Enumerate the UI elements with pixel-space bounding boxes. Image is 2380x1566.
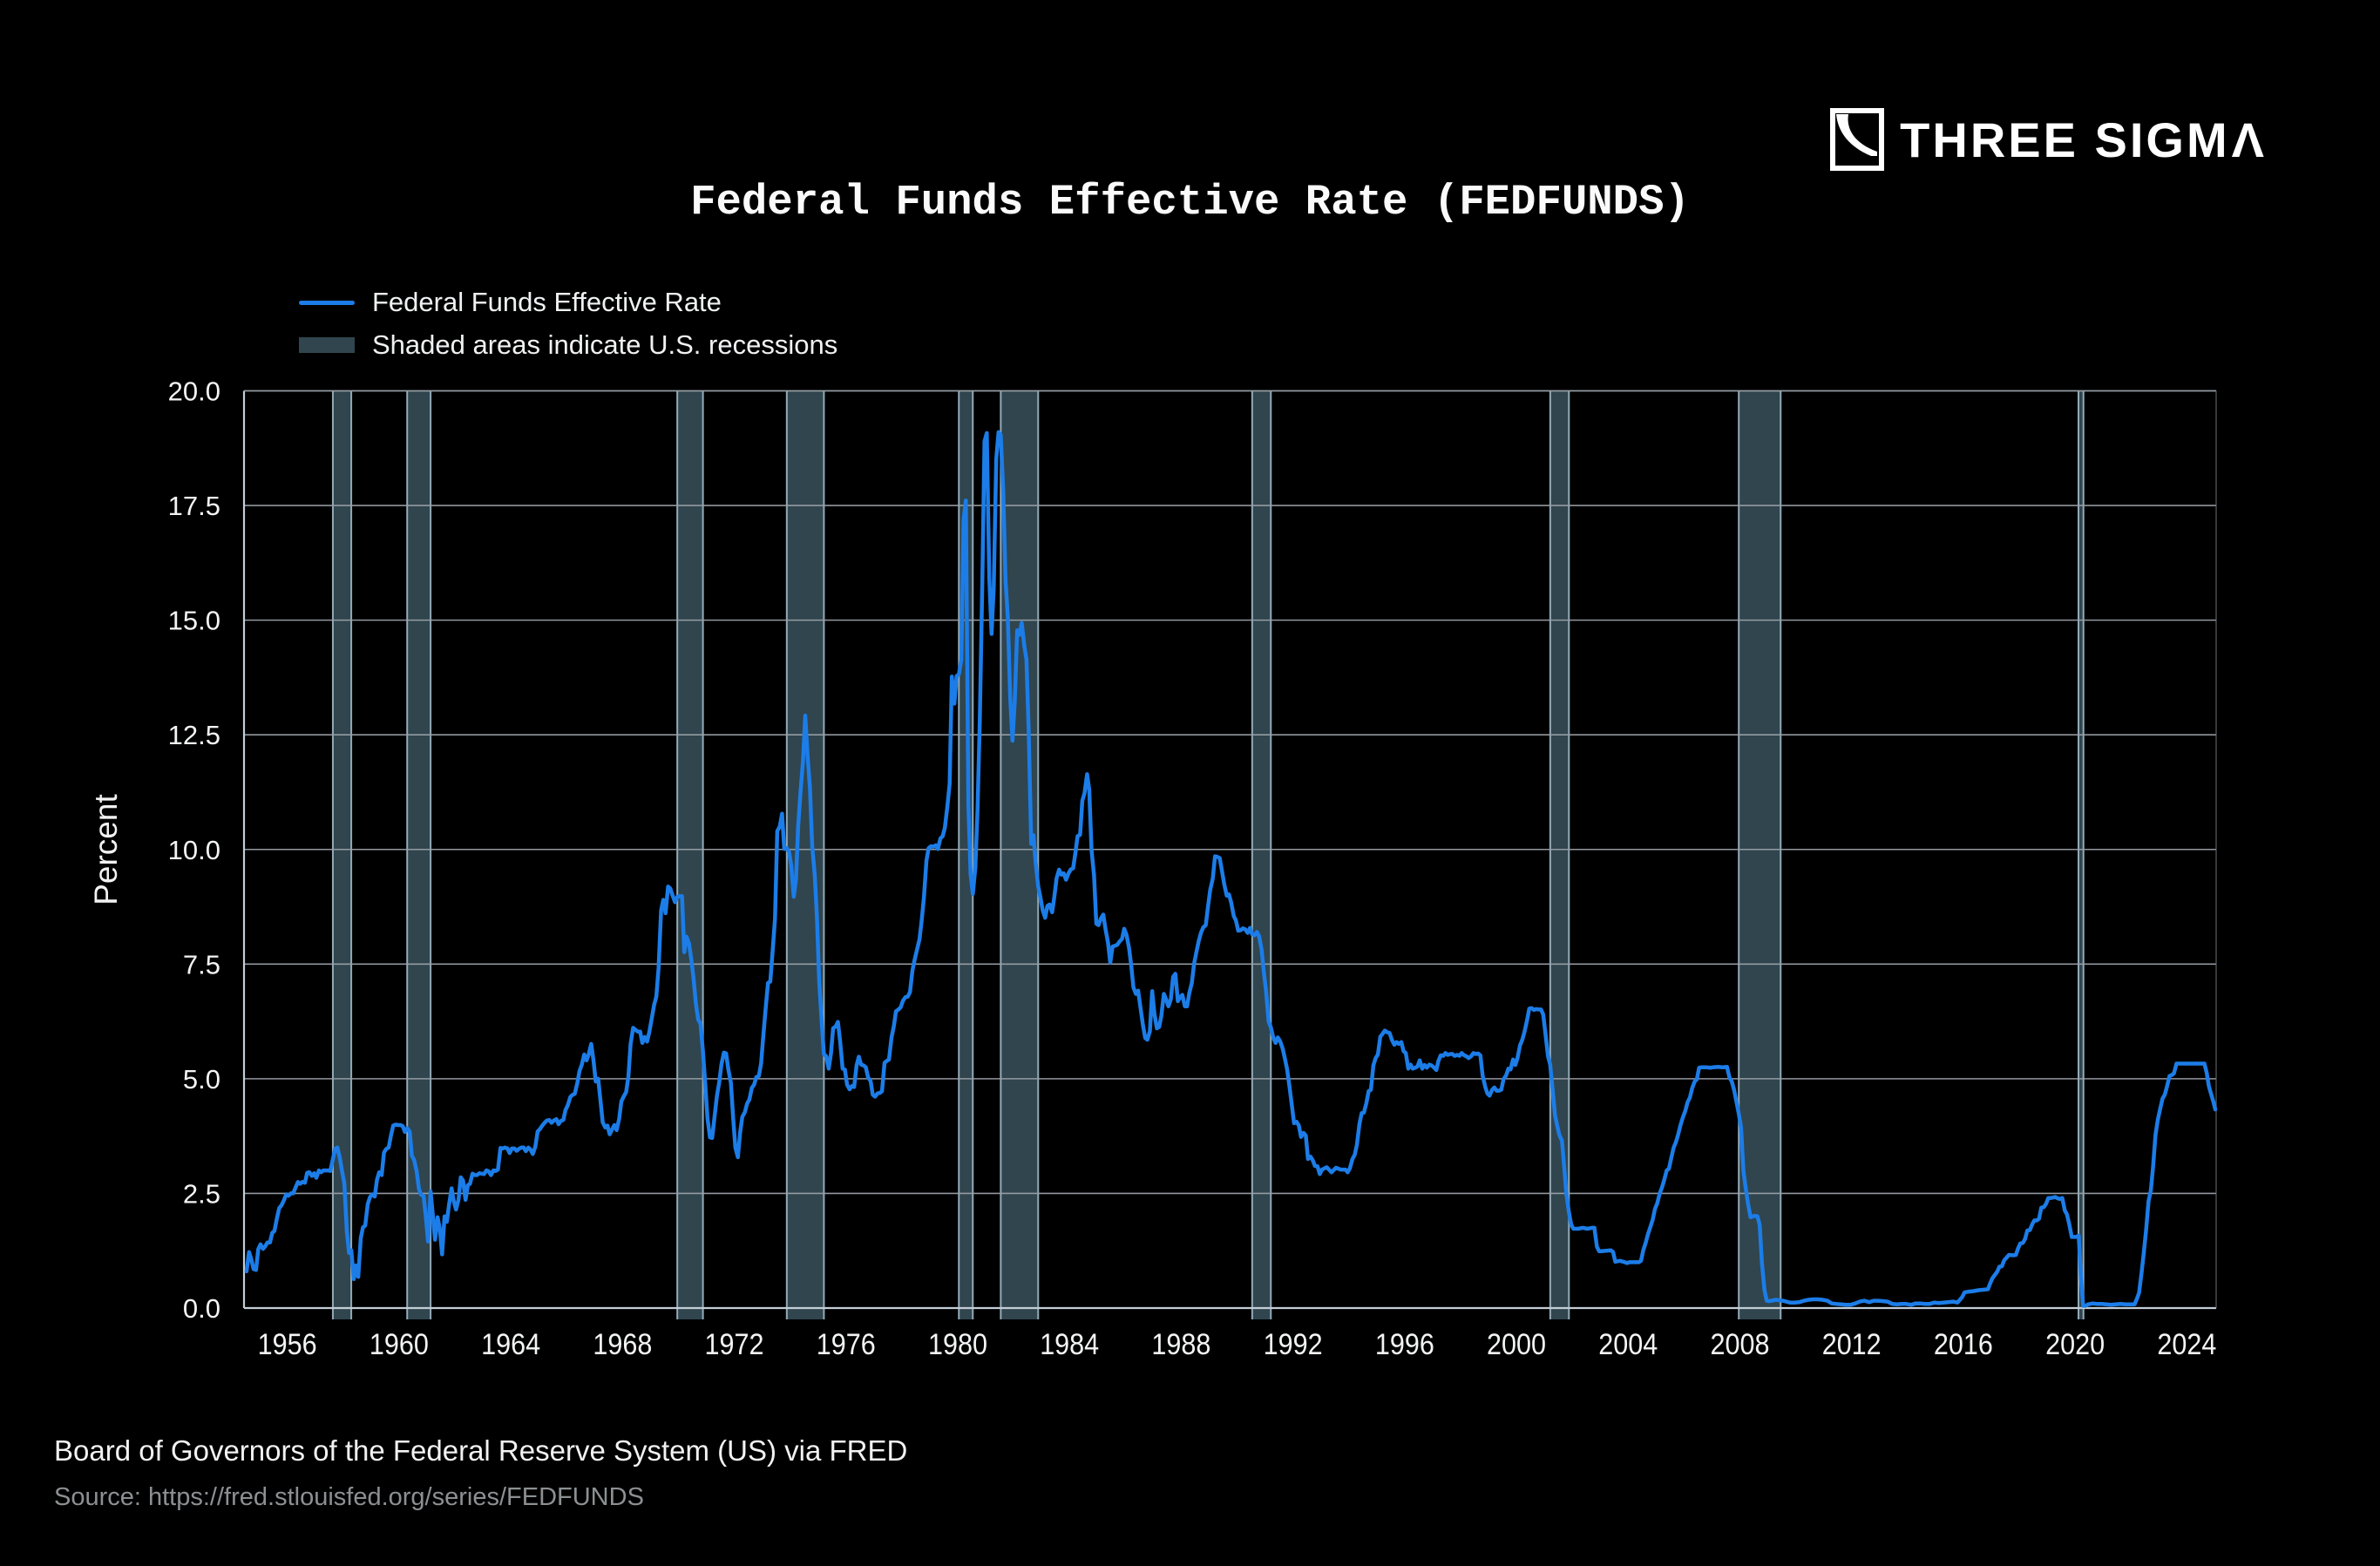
brand-wordmark: THREE SIGMΛ: [1900, 112, 2267, 168]
series-line-group: [244, 430, 2218, 1308]
gridlines: [244, 390, 2216, 1309]
y-axis-title: Percent: [88, 794, 124, 905]
x-tick-label: 2000: [1487, 1328, 1546, 1361]
recession-band: [1739, 390, 1781, 1319]
recession-band: [1251, 390, 1271, 1319]
legend-series-label: Federal Funds Effective Rate: [372, 287, 722, 317]
axes-spines: [242, 390, 2217, 1310]
y-tick-label: 17.5: [168, 491, 220, 521]
legend-recessions-label: Shaded areas indicate U.S. recessions: [372, 329, 838, 360]
x-tick-label: 2004: [1598, 1328, 1658, 1361]
x-tick-label: 2020: [2045, 1328, 2105, 1361]
recession-band: [1000, 390, 1039, 1319]
x-tick-label: 2016: [1934, 1328, 1993, 1361]
y-tick-label: 2.5: [183, 1178, 220, 1209]
footer-attribution: Board of Governors of the Federal Reserv…: [54, 1434, 908, 1467]
recession-band: [407, 390, 431, 1319]
recession-band: [332, 390, 352, 1319]
x-tick-label: 1972: [705, 1328, 764, 1361]
x-tick-label: 1960: [370, 1328, 429, 1361]
legend-line-swatch: [299, 300, 355, 305]
legend-recession-swatch: [299, 337, 355, 353]
x-tick-label: 1976: [817, 1328, 876, 1361]
legend-item-series: Federal Funds Effective Rate: [299, 287, 837, 317]
page-title: Federal Funds Effective Rate (FEDFUNDS): [690, 178, 1690, 227]
x-tick-label: 1984: [1040, 1328, 1099, 1361]
x-tick-label: 2024: [2157, 1328, 2216, 1361]
y-tick-label: 15.0: [168, 606, 220, 636]
x-tick-label: 1980: [928, 1328, 987, 1361]
recession-bands: [331, 390, 2085, 1319]
x-tick-label: 1964: [481, 1328, 540, 1361]
y-tick-label: 10.0: [168, 835, 220, 865]
y-tick-label: 7.5: [183, 949, 220, 980]
recession-band: [786, 390, 824, 1319]
legend-item-recessions: Shaded areas indicate U.S. recessions: [299, 329, 838, 360]
legend: Federal Funds Effective Rate Shaded area…: [299, 287, 838, 360]
y-tick-label: 12.5: [168, 720, 220, 750]
x-tick-label: 2012: [1822, 1328, 1882, 1361]
y-tick-label: 5.0: [183, 1064, 220, 1095]
brand-wordmark-main: THREE SIGM: [1900, 112, 2230, 167]
recession-band: [1549, 390, 1570, 1319]
fed-funds-rate-line: [244, 430, 2218, 1308]
recession-band: [2078, 390, 2084, 1319]
x-tick-label: 1988: [1151, 1328, 1210, 1361]
x-tick-label: 1996: [1375, 1328, 1434, 1361]
brand-logo: THREE SIGMΛ: [1830, 108, 2267, 171]
recession-band: [677, 390, 703, 1319]
footer-source: Source: https://fred.stlouisfed.org/seri…: [54, 1483, 644, 1511]
x-tick-label: 2008: [1710, 1328, 1769, 1361]
axis-tick-labels: 0.0 2.5 5.0 7.5 10.0 12.5 15.0 17.5 20.0 1956 1960…: [168, 376, 2217, 1362]
x-tick-label: 1968: [593, 1328, 652, 1361]
three-sigma-icon: [1830, 108, 1885, 171]
brand-wordmark-sigma-a: Λ: [2231, 112, 2267, 167]
x-tick-label: 1992: [1264, 1328, 1323, 1361]
y-tick-label: 20.0: [168, 376, 220, 407]
y-tick-label: 0.0: [183, 1293, 220, 1324]
x-tick-label: 1956: [258, 1328, 317, 1361]
